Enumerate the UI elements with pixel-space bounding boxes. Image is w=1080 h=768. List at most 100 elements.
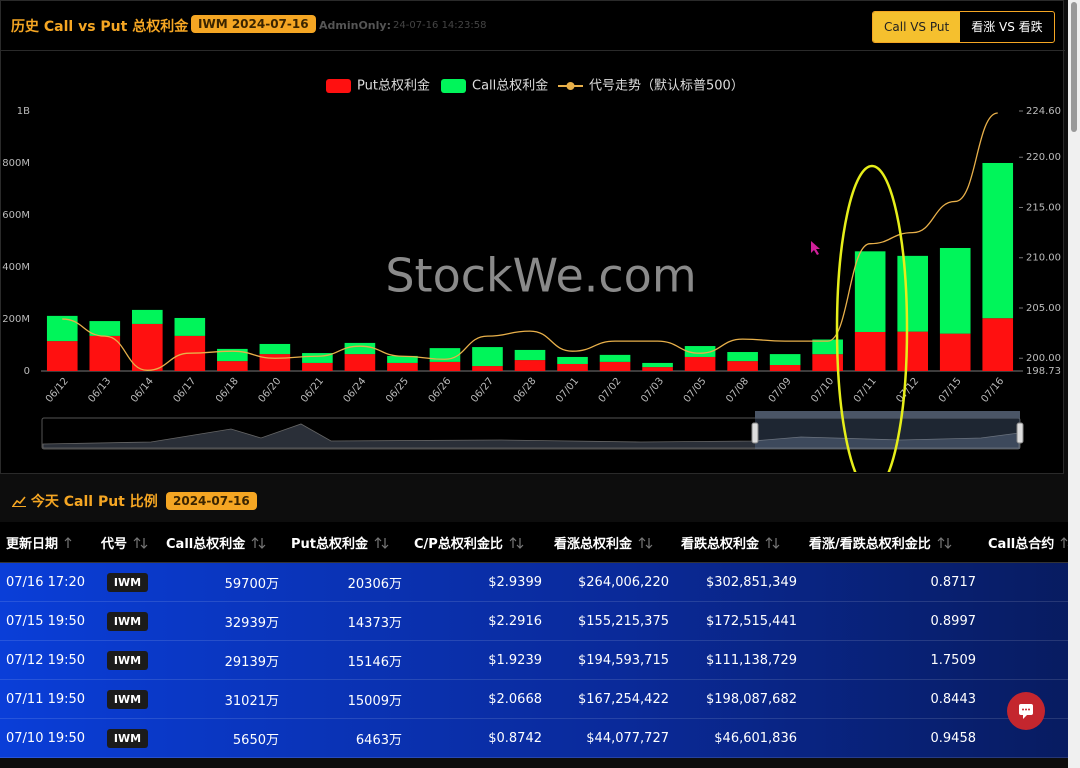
x-tick-label: 07/10: [809, 376, 836, 405]
sort-icon[interactable]: [133, 536, 149, 549]
table-cell: 07/12 19:50: [0, 640, 95, 680]
sort-arrow: [638, 536, 646, 548]
bar: [982, 318, 1014, 371]
bar: [727, 361, 758, 371]
ticker-tag: IWM: [106, 611, 149, 631]
bar: [302, 353, 333, 363]
table-cell: $172,515,441: [675, 601, 803, 641]
sort-icon[interactable]: [937, 536, 953, 549]
column-header-text: 看涨总权利金: [554, 536, 633, 552]
sort-arrow: [374, 536, 382, 548]
sort-arrow: [944, 537, 952, 549]
table-row: 07/16 17:20 IWM 59700万 20306万 $2.9399 $264,00…: [0, 562, 1068, 602]
x-tick-label: 07/12: [894, 376, 921, 405]
ticker-tag: IWM: [106, 572, 149, 592]
bar: [472, 347, 503, 367]
table-cell: $155,215,375: [548, 601, 675, 641]
chat-button[interactable]: [1007, 692, 1045, 730]
bar: [939, 247, 971, 334]
bar: [982, 162, 1014, 319]
bar: [302, 362, 333, 371]
scrollbar[interactable]: [1068, 0, 1080, 768]
bar: [259, 343, 291, 355]
table-cell: $2.2916: [408, 601, 548, 641]
sort-icon[interactable]: [251, 536, 267, 549]
zoom-handle[interactable]: [1016, 422, 1024, 444]
sort-icon[interactable]: [638, 536, 654, 549]
table-cell: $2.9399: [408, 562, 548, 602]
bar: [769, 354, 801, 366]
table-wrap: 更新日期 代号 Call总权利金 Put总权利金 C/P总权利金比 看涨总权利金 看跌总权利…: [0, 522, 1068, 768]
toggle-button[interactable]: 看涨 VS 看跌: [971, 20, 1043, 34]
table-cell: $46,601,836: [675, 718, 803, 758]
column-header[interactable]: 代号: [95, 522, 160, 563]
trend-line: [62, 112, 998, 371]
table-cell: 29139万: [160, 640, 285, 680]
bar: [174, 317, 206, 336]
column-header[interactable]: Put总权利金: [285, 522, 408, 563]
table-cell: $167,254,422: [548, 679, 675, 719]
sort-icon[interactable]: [64, 536, 80, 549]
y2-tick-label: 215.00: [1026, 202, 1061, 213]
table-row: 07/12 19:50 IWM 29139万 15146万 $1.9239 $194,59…: [0, 640, 1068, 680]
table-cell: 5650万: [160, 718, 285, 758]
scroll-thumb[interactable]: [1071, 2, 1077, 132]
table-cell: 7605: [982, 601, 1068, 641]
table-row: 07/11 19:50 IWM 31021万 15009万 $2.0668 $167,25…: [0, 679, 1068, 719]
table-cell: 14373万: [285, 601, 408, 641]
column-header[interactable]: Call总权利金: [160, 522, 285, 563]
x-tick-label: 06/17: [171, 376, 198, 405]
column-header[interactable]: 看涨总权利金: [548, 522, 675, 563]
y2-tick-label: 220.00: [1026, 152, 1061, 163]
column-header-text: Call总合约: [988, 536, 1055, 552]
chart-panel: 历史 Call vs Put 总权利金 IWM 2024-07-16 Admin…: [0, 0, 1065, 474]
sort-icon[interactable]: [374, 536, 390, 549]
ticker-tag: IWM: [106, 728, 149, 748]
x-tick-label: 06/18: [214, 376, 241, 405]
cursor: [811, 241, 820, 255]
bar: [217, 361, 248, 371]
table-cell: 07/11 19:50: [0, 679, 95, 719]
table-cell: 0.9458: [803, 718, 982, 758]
y2-tick-label: 200.00: [1026, 353, 1061, 364]
bar: [642, 367, 673, 371]
x-tick-label: 06/21: [299, 376, 326, 405]
table-cell: $111,138,729: [675, 640, 803, 680]
table-cell: 0.8717: [803, 562, 982, 602]
column-header[interactable]: 更新日期: [0, 522, 95, 563]
sort-arrow: [1060, 536, 1068, 548]
x-tick-label: 07/15: [937, 376, 964, 405]
section-title-text: 今天 Call Put 比例: [30, 494, 158, 510]
legend-label: 代号走势（默认标普500）: [589, 78, 744, 94]
y2-tick-label: 210.00: [1026, 253, 1061, 264]
x-tick-label: 06/20: [257, 376, 284, 405]
table-cell: 07/16 17:20: [0, 562, 95, 602]
legend-swatch: [326, 79, 351, 93]
zoom-handle[interactable]: [751, 422, 759, 444]
table-cell: 6463万: [285, 718, 408, 758]
bar: [89, 321, 121, 336]
timestamp: 24-07-16 14:23:58: [393, 20, 487, 31]
table-cell: IWM: [95, 679, 160, 719]
y-tick-label: 600M: [2, 210, 30, 221]
x-tick-label: 07/09: [767, 376, 794, 405]
column-header[interactable]: 看跌总权利金: [675, 522, 803, 563]
toggle-group: Call VS Put 看涨 VS 看跌: [872, 11, 1055, 43]
sort-icon[interactable]: [1060, 536, 1068, 549]
x-tick-label: 07/03: [639, 376, 666, 405]
toggle-button[interactable]: Call VS Put: [873, 12, 961, 42]
date-badge: 2024-07-16: [166, 492, 257, 510]
sort-icon[interactable]: [509, 536, 525, 549]
sort-icon[interactable]: [765, 536, 781, 549]
y-tick-label: 0: [24, 366, 30, 377]
bar: [387, 355, 418, 363]
bar: [684, 356, 716, 371]
y2-tick-label: 205.00: [1026, 303, 1061, 314]
column-header[interactable]: 看涨/看跌总权利金比: [803, 522, 982, 563]
column-header[interactable]: C/P总权利金比: [408, 522, 548, 563]
table-cell: 59700万: [160, 562, 285, 602]
column-header[interactable]: Call总合约: [982, 522, 1068, 563]
table-cell: 07/15 19:50: [0, 601, 95, 641]
table-cell: IWM: [95, 718, 160, 758]
bar: [259, 354, 291, 371]
